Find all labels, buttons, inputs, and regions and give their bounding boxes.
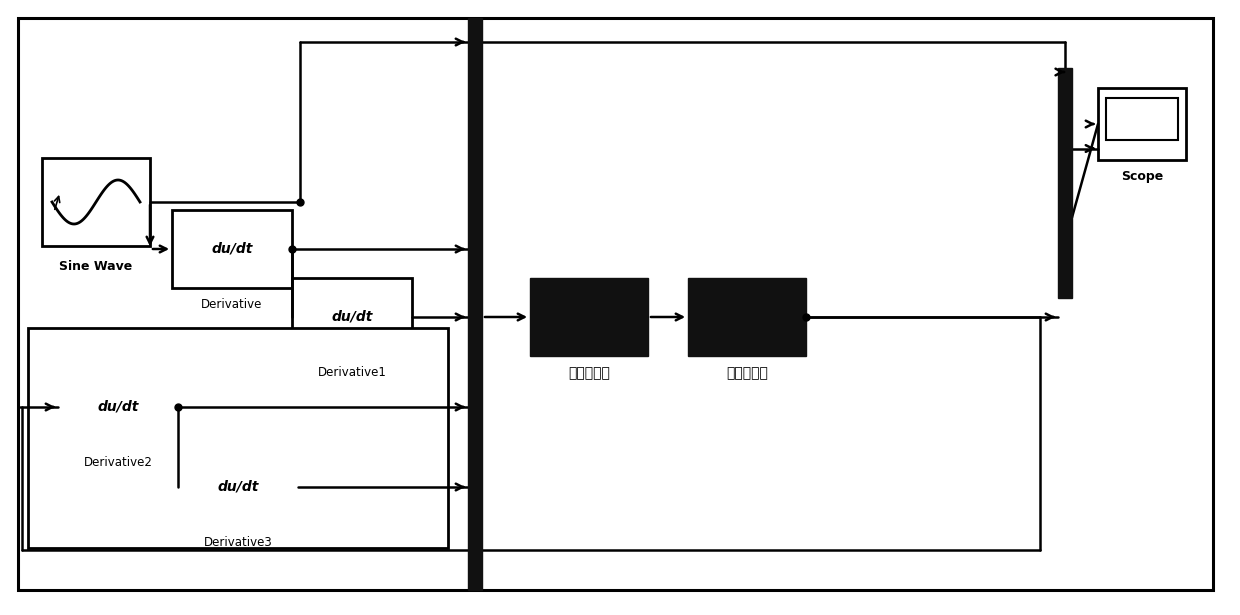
Bar — [688, 278, 806, 356]
Text: 电磁换向阀: 电磁换向阀 — [727, 366, 768, 380]
Text: Derivative: Derivative — [201, 298, 263, 311]
Text: du/dt: du/dt — [217, 480, 259, 494]
Text: du/dt: du/dt — [331, 310, 373, 324]
Text: Derivative3: Derivative3 — [203, 536, 273, 549]
Text: Scope: Scope — [1121, 170, 1163, 183]
Bar — [1097, 88, 1185, 160]
Bar — [179, 448, 298, 526]
Text: Derivative1: Derivative1 — [317, 366, 387, 379]
Bar — [58, 368, 179, 446]
Bar — [29, 328, 448, 548]
Bar — [529, 278, 649, 356]
Bar — [1058, 68, 1073, 298]
Bar — [1106, 98, 1178, 140]
Bar — [172, 210, 291, 288]
Bar — [42, 158, 150, 246]
Text: du/dt: du/dt — [97, 400, 139, 414]
Text: Sine Wave: Sine Wave — [60, 260, 133, 273]
Bar — [291, 278, 412, 356]
Text: Derivative2: Derivative2 — [83, 456, 153, 469]
Text: 滑模控制器: 滑模控制器 — [568, 366, 610, 380]
Bar — [467, 18, 482, 590]
Text: du/dt: du/dt — [211, 242, 253, 256]
